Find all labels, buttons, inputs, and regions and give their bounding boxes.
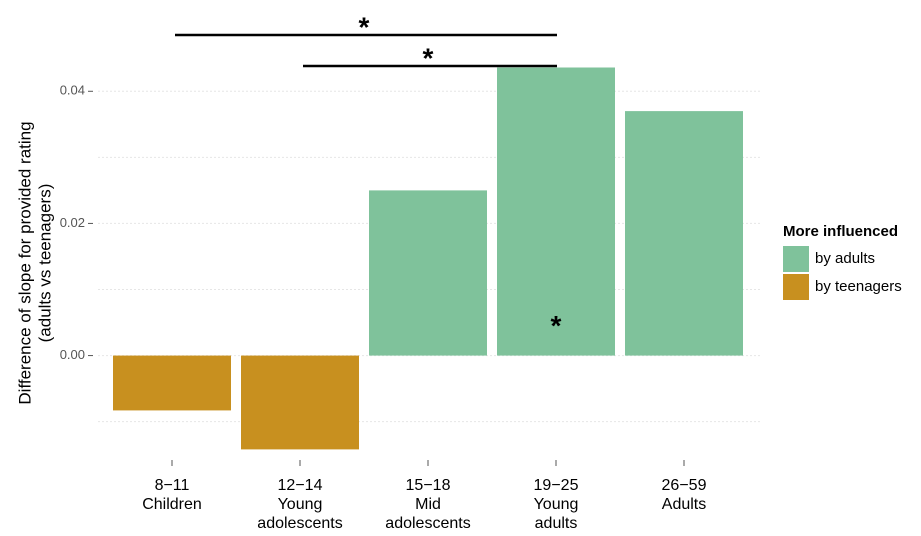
bar	[497, 67, 615, 356]
x-tick-label: Adults	[662, 496, 706, 513]
y-tick-label: 0.04	[60, 83, 85, 98]
x-tick-label: 15−18	[406, 477, 451, 494]
legend-title: More influenced	[783, 223, 898, 240]
bar	[369, 190, 487, 356]
significance-star: *	[359, 11, 370, 42]
x-tick-label: adults	[535, 515, 578, 532]
y-axis-label: (adults vs teenagers)	[35, 184, 54, 343]
bar	[625, 111, 743, 356]
x-tick-label: 26−59	[662, 477, 707, 494]
bar	[241, 355, 359, 450]
x-tick-label: Young	[534, 496, 579, 513]
bar	[113, 355, 231, 411]
x-tick-label: 19−25	[534, 477, 579, 494]
legend-label: by teenagers	[815, 278, 902, 295]
bar-star: *	[551, 310, 562, 341]
x-tick-label: 8−11	[155, 477, 190, 494]
x-tick-label: adolescents	[385, 515, 470, 532]
y-tick-label: 0.00	[60, 347, 85, 362]
x-tick-label: 12−14	[278, 477, 323, 494]
legend-swatch	[783, 246, 809, 272]
x-tick-label: Mid	[415, 496, 441, 513]
y-tick-label: 0.02	[60, 215, 85, 230]
y-axis-label: Difference of slope for provided rating	[15, 121, 34, 404]
x-tick-label: Young	[278, 496, 323, 513]
significance-star: *	[423, 42, 434, 73]
x-tick-label: adolescents	[257, 515, 342, 532]
legend-label: by adults	[815, 250, 875, 267]
x-tick-label: Children	[142, 496, 202, 513]
legend-swatch	[783, 274, 809, 300]
